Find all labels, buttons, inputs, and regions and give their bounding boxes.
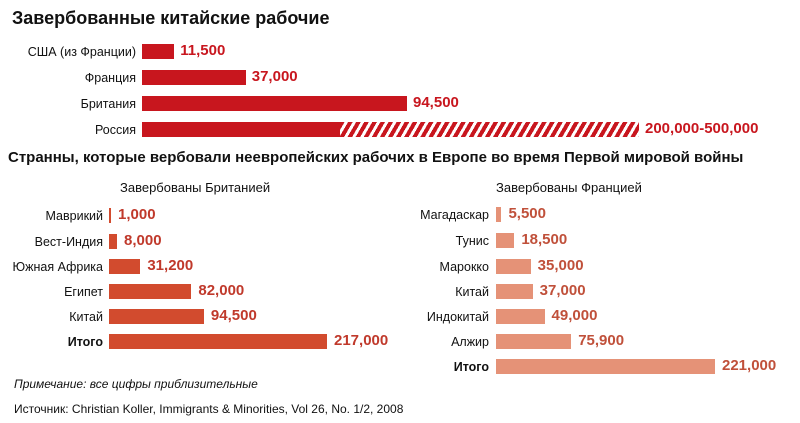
bar-label: Россия: [95, 123, 136, 137]
bar: [109, 284, 192, 299]
bar-label: Британия: [80, 97, 136, 111]
bar: [109, 334, 327, 349]
value-label: 94,500: [413, 94, 459, 111]
bar: [496, 359, 715, 374]
bar: [142, 96, 407, 111]
bar-label: Китай: [455, 285, 489, 299]
value-label: 37,000: [251, 68, 298, 85]
bar: [109, 259, 141, 274]
bar: [142, 44, 175, 59]
note-text: Примечание: все цифры приблизительные: [14, 377, 258, 391]
bar-label: Египет: [64, 285, 103, 299]
value-label: 18,500: [521, 231, 568, 248]
bar: [142, 122, 340, 137]
bar: [496, 259, 531, 274]
bar-label: Марокко: [439, 260, 489, 274]
value-label: 94,500: [210, 307, 257, 324]
bar: [496, 233, 515, 248]
bar: [496, 334, 572, 349]
bar-label: Вест-Индия: [34, 235, 103, 249]
bar: [496, 207, 502, 222]
value-label: 37,000: [539, 282, 586, 299]
bar: [109, 208, 111, 223]
bar: [109, 234, 118, 249]
source-text: Источник: Christian Koller, Immigrants &…: [14, 402, 404, 416]
bar-label: Алжир: [451, 335, 489, 349]
value-label: 31,200: [147, 257, 194, 274]
bar: [496, 284, 533, 299]
bar: [142, 70, 246, 85]
bar-label: Маврикий: [45, 209, 103, 223]
bar-range-hatched: [340, 122, 639, 137]
value-label: 1,000: [118, 206, 156, 223]
panel-title-france: Завербованы Францией: [496, 180, 642, 195]
bar-label: Южная Африка: [12, 260, 103, 274]
bar-label: Индокитай: [426, 310, 489, 324]
panel-title-britain: Завербованы Британией: [120, 180, 271, 195]
value-label: 5,500: [508, 205, 546, 222]
bar-label: Китай: [69, 310, 103, 324]
value-label: 75,900: [578, 332, 625, 349]
total-label: Итого: [453, 360, 489, 374]
chart-title-chinese-workers: Завербованные китайские рабочие: [12, 8, 330, 28]
value-label: 200,000-500,000: [645, 120, 759, 137]
value-label: 8,000: [124, 232, 162, 249]
value-label: 221,000: [722, 357, 777, 374]
value-label: 217,000: [334, 332, 389, 349]
total-label: Итого: [67, 335, 103, 349]
chart-subtitle: Странны, которые вербовали неевропейских…: [8, 149, 744, 166]
value-label: 11,500: [180, 42, 226, 59]
bar-label: США (из Франции): [27, 45, 136, 59]
bar-label: Тунис: [455, 234, 489, 248]
bar: [496, 309, 545, 324]
value-label: 35,000: [537, 257, 584, 274]
value-label: 49,000: [551, 307, 598, 324]
bar-label: Франция: [84, 71, 136, 85]
bar: [109, 309, 204, 324]
bar-label: Магадаскар: [420, 208, 489, 222]
value-label: 82,000: [198, 282, 245, 299]
